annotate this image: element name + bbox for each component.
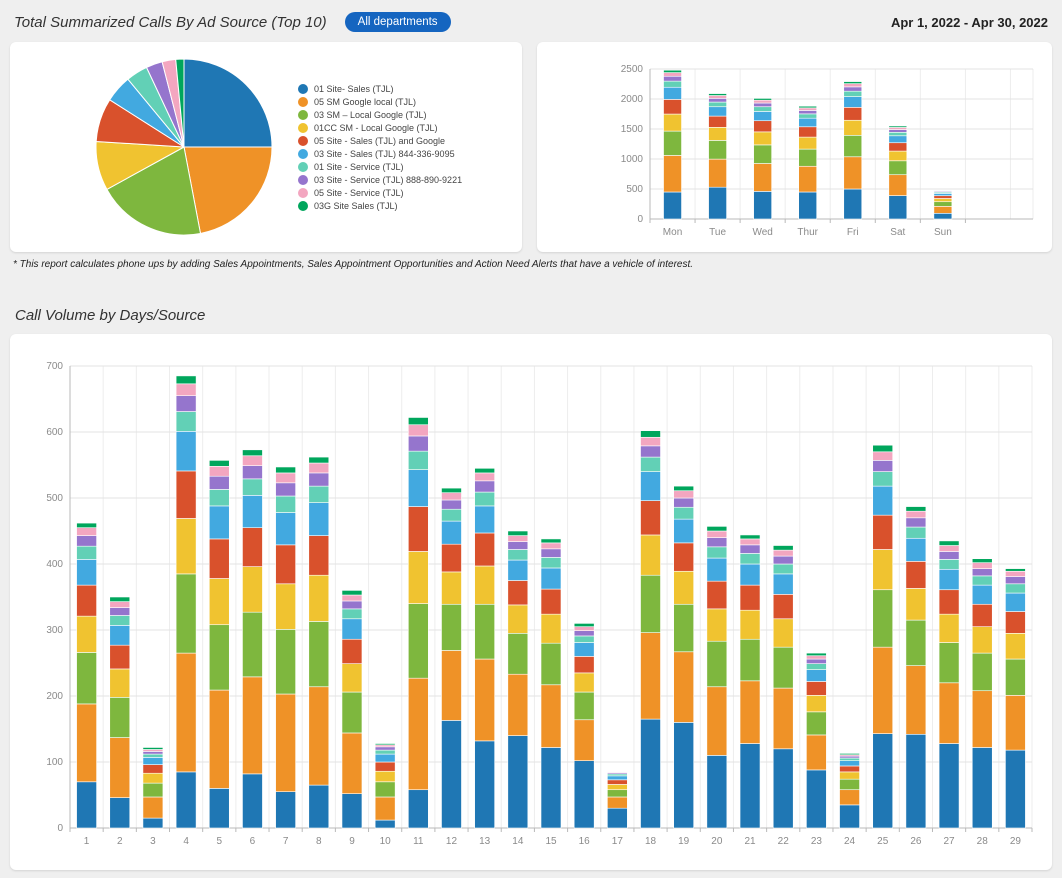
legend-label: 05 SM Google local (TJL) <box>314 97 416 107</box>
legend-label: 05 Site - Sales (TJL) and Google <box>314 136 445 146</box>
svg-text:3: 3 <box>150 836 156 847</box>
svg-text:400: 400 <box>46 559 63 570</box>
svg-text:4: 4 <box>183 836 189 847</box>
legend-color-dot <box>298 123 308 133</box>
svg-text:700: 700 <box>46 361 63 372</box>
svg-text:10: 10 <box>380 836 392 847</box>
svg-text:16: 16 <box>579 836 591 847</box>
report-header: Total Summarized Calls By Ad Source (Top… <box>10 8 1052 42</box>
svg-text:1500: 1500 <box>621 124 644 135</box>
pie-legend: 01 Site- Sales (TJL) 05 SM Google local (… <box>298 84 462 211</box>
svg-text:14: 14 <box>512 836 524 847</box>
report-footnote: * This report calculates phone ups by ad… <box>13 259 1052 270</box>
legend-item[interactable]: 03 Site - Sales (TJL) 844-336-9095 <box>298 149 462 159</box>
legend-label: 01 Site - Service (TJL) <box>314 162 404 172</box>
weekday-volume-card: 0 500 1000 1500 2000 2500 Mon Tue Wed Thur Fri Sat S… <box>537 42 1052 252</box>
svg-text:300: 300 <box>46 625 63 636</box>
legend-item[interactable]: 01 Site - Service (TJL) <box>298 162 462 172</box>
svg-text:17: 17 <box>612 836 624 847</box>
svg-text:2: 2 <box>117 836 123 847</box>
svg-text:1: 1 <box>84 836 90 847</box>
legend-color-dot <box>298 84 308 94</box>
legend-color-dot <box>298 149 308 159</box>
legend-item[interactable]: 05 Site - Service (TJL) <box>298 188 462 198</box>
svg-text:25: 25 <box>877 836 889 847</box>
svg-text:26: 26 <box>910 836 922 847</box>
svg-text:11: 11 <box>413 836 424 847</box>
svg-text:19: 19 <box>678 836 690 847</box>
svg-text:Tue: Tue <box>709 227 726 238</box>
svg-text:24: 24 <box>844 836 856 847</box>
svg-text:500: 500 <box>626 184 643 195</box>
svg-text:1000: 1000 <box>621 154 644 165</box>
legend-item[interactable]: 05 SM Google local (TJL) <box>298 97 462 107</box>
legend-color-dot <box>298 175 308 185</box>
svg-text:7: 7 <box>283 836 289 847</box>
legend-label: 01CC SM - Local Google (TJL) <box>314 123 438 133</box>
svg-text:0: 0 <box>637 214 643 225</box>
section-title: Call Volume by Days/Source <box>15 307 1052 324</box>
svg-text:500: 500 <box>46 493 63 504</box>
summary-cards-row: 01 Site- Sales (TJL) 05 SM Google local (… <box>10 42 1052 252</box>
svg-text:20: 20 <box>711 836 723 847</box>
legend-color-dot <box>298 136 308 146</box>
svg-text:200: 200 <box>46 691 63 702</box>
svg-text:21: 21 <box>744 836 756 847</box>
legend-item[interactable]: 01 Site- Sales (TJL) <box>298 84 462 94</box>
weekday-stacked-bar-chart[interactable]: 0 500 1000 1500 2000 2500 Mon Tue Wed Thur Fri Sat S… <box>546 49 1043 245</box>
legend-item[interactable]: 03 Site - Service (TJL) 888-890-9221 <box>298 175 462 185</box>
svg-text:8: 8 <box>316 836 322 847</box>
svg-text:5: 5 <box>216 836 222 847</box>
svg-text:6: 6 <box>250 836 256 847</box>
svg-text:Thur: Thur <box>797 227 818 238</box>
legend-label: 05 Site - Service (TJL) <box>314 188 404 198</box>
svg-text:2000: 2000 <box>621 94 644 105</box>
department-filter-badge[interactable]: All departments <box>345 12 451 32</box>
legend-item[interactable]: 01CC SM - Local Google (TJL) <box>298 123 462 133</box>
legend-color-dot <box>298 162 308 172</box>
ad-source-pie-chart[interactable] <box>16 49 298 245</box>
legend-color-dot <box>298 201 308 211</box>
legend-label: 01 Site- Sales (TJL) <box>314 84 394 94</box>
svg-text:Mon: Mon <box>663 227 682 238</box>
svg-text:18: 18 <box>645 836 657 847</box>
svg-text:12: 12 <box>446 836 458 847</box>
svg-text:13: 13 <box>479 836 491 847</box>
svg-text:2500: 2500 <box>621 64 644 75</box>
date-range-label: Apr 1, 2022 - Apr 30, 2022 <box>891 15 1048 30</box>
legend-color-dot <box>298 97 308 107</box>
svg-text:22: 22 <box>778 836 790 847</box>
legend-label: 03G Site Sales (TJL) <box>314 201 398 211</box>
legend-color-dot <box>298 110 308 120</box>
svg-text:Sat: Sat <box>890 227 905 238</box>
svg-text:600: 600 <box>46 427 63 438</box>
legend-label: 03 Site - Sales (TJL) 844-336-9095 <box>314 149 455 159</box>
svg-text:100: 100 <box>46 757 63 768</box>
legend-item[interactable]: 03 SM – Local Google (TJL) <box>298 110 462 120</box>
legend-item[interactable]: 03G Site Sales (TJL) <box>298 201 462 211</box>
svg-text:Sun: Sun <box>934 227 952 238</box>
svg-text:15: 15 <box>545 836 557 847</box>
legend-color-dot <box>298 188 308 198</box>
svg-text:9: 9 <box>349 836 355 847</box>
svg-text:Wed: Wed <box>752 227 772 238</box>
svg-text:28: 28 <box>977 836 989 847</box>
legend-item[interactable]: 05 Site - Sales (TJL) and Google <box>298 136 462 146</box>
svg-text:23: 23 <box>811 836 823 847</box>
svg-text:27: 27 <box>944 836 956 847</box>
report-title: Total Summarized Calls By Ad Source (Top… <box>14 14 327 31</box>
svg-text:29: 29 <box>1010 836 1022 847</box>
svg-text:0: 0 <box>57 823 63 834</box>
svg-text:Fri: Fri <box>847 227 859 238</box>
legend-label: 03 SM – Local Google (TJL) <box>314 110 427 120</box>
ad-source-pie-card: 01 Site- Sales (TJL) 05 SM Google local (… <box>10 42 522 252</box>
legend-label: 03 Site - Service (TJL) 888-890-9221 <box>314 175 462 185</box>
